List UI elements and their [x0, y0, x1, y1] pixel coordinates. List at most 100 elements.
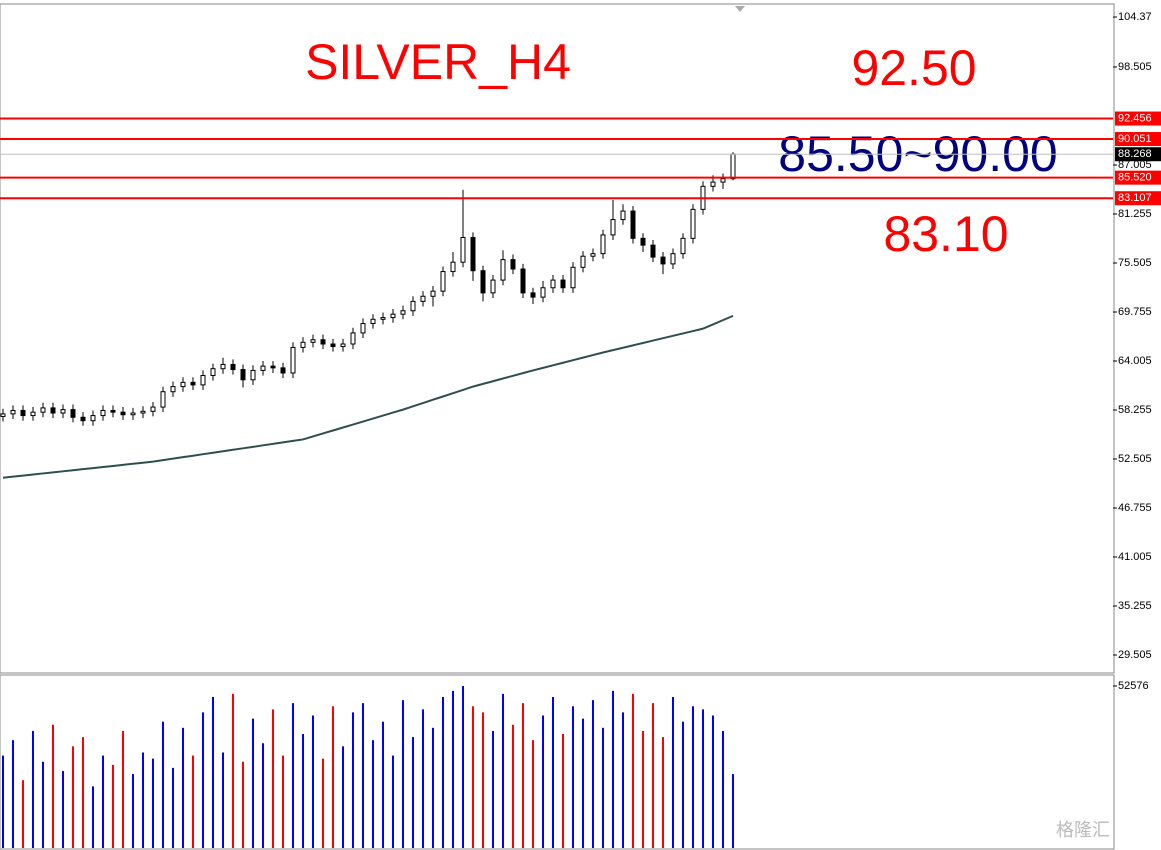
candle-body: [130, 412, 136, 416]
candle-body: [140, 410, 146, 414]
candle-body: [470, 236, 476, 272]
candle-body: [150, 406, 156, 412]
annotation: 83.10: [883, 206, 1008, 262]
candle-body: [580, 255, 586, 268]
level-label: 92.456: [1118, 112, 1152, 124]
candle-body: [730, 153, 736, 180]
candle-body: [620, 210, 626, 221]
price-panel: [0, 3, 1115, 674]
y-tick-label: 81.255: [1118, 208, 1152, 220]
candle-body: [110, 409, 116, 413]
candle-body: [370, 318, 376, 325]
watermark: 格隆汇: [1056, 820, 1110, 840]
y-tick-label: 87.005: [1118, 159, 1152, 171]
candle-body: [710, 181, 716, 187]
candle-body: [70, 409, 76, 418]
candle-body: [550, 279, 556, 289]
candle-body: [240, 369, 246, 381]
candle-body: [260, 365, 266, 371]
candle-body: [120, 411, 126, 416]
candle-body: [360, 323, 366, 334]
candle-body: [570, 266, 576, 289]
y-tick-label: 58.255: [1118, 404, 1152, 416]
candle-body: [640, 237, 646, 246]
candle-body: [500, 259, 506, 281]
candle-body: [650, 244, 656, 258]
candle-body: [610, 219, 616, 236]
candle-body: [510, 259, 516, 270]
candle-body: [660, 256, 666, 265]
moving-average: [2, 314, 734, 479]
level-box: [1115, 170, 1161, 185]
candle-body: [520, 268, 526, 294]
candle-body: [460, 236, 466, 263]
candle-body: [450, 261, 456, 273]
current-price-box: [1115, 147, 1161, 162]
y-tick-label: 46.755: [1118, 502, 1152, 514]
candle-body: [270, 365, 276, 369]
candle-body: [290, 346, 296, 374]
level-label: 90.051: [1118, 133, 1152, 145]
candle-body: [340, 343, 346, 348]
volume-tick-label: 52576: [1118, 680, 1149, 692]
y-tick-label: 41.005: [1118, 551, 1152, 563]
annotation: 92.50: [851, 40, 976, 96]
level-box: [1115, 111, 1161, 126]
candle-body: [280, 367, 286, 374]
candle-body: [690, 208, 696, 239]
level-label: 83.107: [1118, 192, 1152, 204]
candle-body: [30, 411, 36, 417]
candle-body: [680, 237, 686, 255]
candle-body: [590, 253, 596, 257]
current-price-label: 88.268: [1118, 148, 1152, 160]
candle-body: [330, 343, 336, 348]
candle-body: [230, 363, 236, 371]
layer: [0, 152, 736, 479]
y-tick-label: 104.37: [1118, 11, 1152, 23]
candle-body: [530, 292, 536, 298]
candle-body: [100, 409, 106, 417]
candle-body: [400, 310, 406, 315]
candle-body: [390, 313, 396, 319]
candle-body: [90, 415, 96, 422]
level-box: [1115, 191, 1161, 206]
candle-body: [540, 287, 546, 298]
y-tick-label: 35.255: [1118, 600, 1152, 612]
candle-body: [220, 363, 226, 370]
candle-body: [670, 253, 676, 265]
annotation: SILVER_H4: [305, 34, 571, 90]
y-tick-label: 64.005: [1118, 355, 1152, 367]
candle-body: [20, 409, 26, 417]
volume-panel: [0, 674, 1115, 850]
candle-body: [50, 407, 56, 414]
candle-body: [350, 332, 356, 345]
candle-body: [600, 234, 606, 255]
candle-body: [10, 409, 16, 415]
candle-body: [250, 369, 256, 381]
candle-body: [560, 279, 566, 289]
y-tick-label: 29.505: [1118, 649, 1152, 661]
candle-body: [200, 375, 206, 386]
candle-body: [420, 295, 426, 302]
y-tick-label: 52.505: [1118, 453, 1152, 465]
candle-body: [430, 290, 436, 297]
candle-body: [630, 210, 636, 239]
candle-body: [440, 271, 446, 292]
level-box: [1115, 132, 1161, 147]
candle-body: [480, 270, 486, 294]
y-tick-label: 69.755: [1118, 306, 1152, 318]
candle-body: [80, 416, 86, 422]
level-label: 85.520: [1118, 172, 1152, 184]
candle-body: [310, 339, 316, 343]
candle-body: [410, 300, 416, 312]
candle-body: [40, 407, 46, 413]
y-tick-label: 98.505: [1118, 61, 1152, 73]
candle-body: [720, 178, 726, 183]
candle-body: [60, 409, 66, 414]
candle-body: [210, 368, 216, 377]
candle-body: [160, 391, 166, 408]
candle-body: [490, 279, 496, 294]
candle-body: [0, 413, 6, 417]
